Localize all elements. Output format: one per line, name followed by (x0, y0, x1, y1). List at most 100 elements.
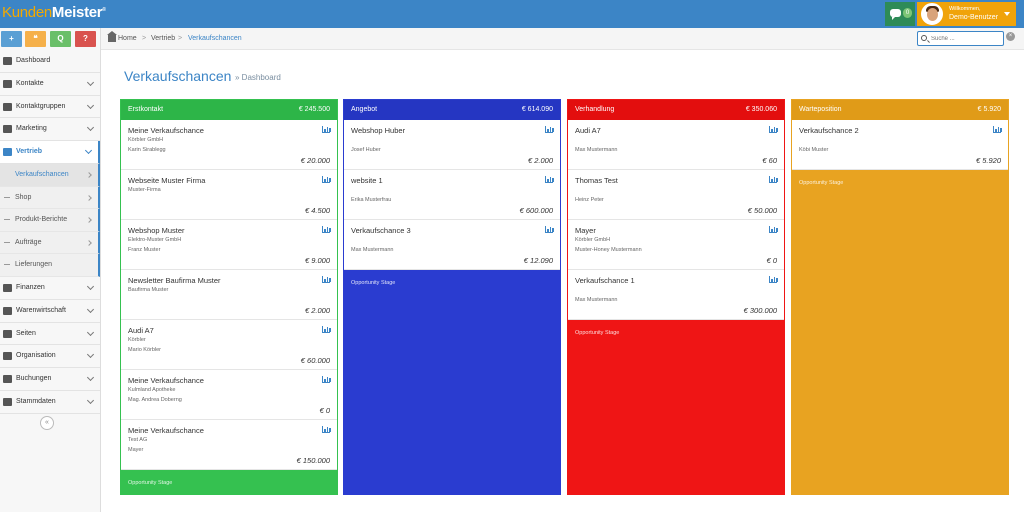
card-company: Baufirma Muster (128, 287, 169, 293)
opportunity-card[interactable]: Thomas Test Heinz Peter € 50.000 (568, 170, 784, 220)
bar-chart-icon[interactable] (993, 126, 1002, 133)
bar-chart-icon[interactable] (769, 176, 778, 183)
bar-chart-icon[interactable] (322, 276, 331, 283)
opportunity-card[interactable]: Audi A7 Max Mustermann € 60 (568, 120, 784, 170)
bar-chart-icon[interactable] (322, 376, 331, 383)
sidebar-item-organisation[interactable]: Organisation (0, 345, 100, 369)
card-company: Elektro-Muster GmbH (128, 237, 182, 243)
card-contact: Mayer (128, 447, 144, 453)
chevron-down-icon (1004, 12, 1010, 16)
bar-chart-icon[interactable] (545, 226, 554, 233)
opportunity-card[interactable]: Verkaufschance 2 Köbi Muster € 5.920 (792, 120, 1008, 170)
clear-search-button[interactable]: × (1006, 32, 1015, 41)
bar-chart-icon[interactable] (322, 226, 331, 233)
bar-chart-icon[interactable] (322, 176, 331, 183)
opportunity-card[interactable]: Verkaufschance 1 Max Mustermann € 300.000 (568, 270, 784, 320)
bar-chart-icon[interactable] (769, 126, 778, 133)
sidebar-item-finanzen[interactable]: Finanzen (0, 277, 100, 300)
app-logo[interactable]: KundenMeister® (2, 4, 106, 21)
sidebar-item-buchungen[interactable]: Buchungen (0, 368, 100, 391)
opportunity-card[interactable]: Meine Verkaufschance Körbler GmbH Karin Si… (121, 120, 337, 170)
search-button[interactable]: Q (50, 31, 71, 47)
card-title: Verkaufschance 2 (799, 126, 859, 135)
bar-chart-icon[interactable] (322, 126, 331, 133)
card-amount: € 12.090 (523, 256, 553, 265)
user-menu[interactable]: Willkommen, Demo-Benutzer (917, 2, 1016, 26)
opportunity-card[interactable]: Webseite Muster Firma Muster-Firma € 4.500 (121, 170, 337, 220)
stage-total: € 350.060 (745, 106, 777, 113)
stage-label: Opportunity Stage (351, 280, 396, 286)
card-amount: € 150.000 (296, 456, 330, 465)
chat-button[interactable]: ❝ (25, 31, 46, 47)
card-company: Test AG (128, 437, 148, 443)
sidebar-item-label: Seiten (16, 329, 36, 337)
card-title: Meine Verkaufschance (128, 426, 204, 435)
sidebar-subitem-shop[interactable]: Shop (0, 186, 100, 210)
chevron-down-icon (86, 124, 95, 132)
sidebar-item-label: Kontakte (16, 79, 44, 87)
opportunity-card[interactable]: Newsletter Baufirma Muster Baufirma Muste… (121, 270, 337, 320)
card-list: Meine Verkaufschance Körbler GmbH Karin Si… (121, 120, 337, 470)
chevron-down-icon (86, 101, 95, 109)
sidebar-item-kontakte[interactable]: Kontakte (0, 73, 100, 96)
stage-column-erstkontakt: Erstkontakt € 245.500 Meine Verkaufschan… (120, 99, 338, 495)
home-icon[interactable] (107, 31, 117, 42)
card-contact: Erika Musterfrau (351, 197, 392, 203)
opportunity-card[interactable]: Meine Verkaufschance Kulmland Apotheke Mag… (121, 370, 337, 420)
help-button[interactable]: ? (75, 31, 96, 47)
gears-icon (3, 397, 12, 406)
breadcrumb-vertrieb[interactable]: Vertrieb (151, 35, 176, 42)
opportunity-card[interactable]: Mayer Körbler GmbH Muster-Honey Mustermann… (568, 220, 784, 270)
sidebar-subitem-lieferungen[interactable]: Lieferungen (0, 254, 100, 277)
card-contact: Mario Körbler (128, 347, 162, 353)
stage-column-warteposition: Warteposition € 5.920 Verkaufschance 2 Kö… (791, 99, 1009, 495)
sidebar-item-label: Warenwirtschaft (16, 306, 66, 314)
opportunity-card[interactable]: Webshop Huber Josef Huber € 2.000 (344, 120, 560, 170)
card-title: Meine Verkaufschance (128, 126, 204, 135)
sidebar-item-dashboard[interactable]: Dashboard (0, 50, 100, 73)
bar-chart-icon[interactable] (545, 126, 554, 133)
sidebar-item-vertrieb[interactable]: Vertrieb (0, 141, 100, 164)
card-contact: Franz Muster (128, 247, 161, 253)
dash-icon (4, 241, 10, 243)
add-button[interactable]: + (1, 31, 22, 47)
card-company: Körbler GmbH (575, 237, 611, 243)
opportunity-card[interactable]: website 1 Erika Musterfrau € 600.000 (344, 170, 560, 220)
dash-icon (4, 264, 10, 266)
bar-chart-icon[interactable] (545, 176, 554, 183)
bar-chart-icon[interactable] (769, 276, 778, 283)
search-input[interactable] (931, 33, 1001, 44)
card-contact: Josef Huber (351, 147, 381, 153)
opportunity-card[interactable]: Verkaufschance 3 Max Mustermann € 12.090 (344, 220, 560, 270)
user-icon (3, 79, 12, 88)
card-title: Meine Verkaufschance (128, 376, 204, 385)
bar-chart-icon[interactable] (322, 326, 331, 333)
sidebar-item-label: Vertrieb (16, 148, 43, 156)
stage-header: Verhandlung € 350.060 (568, 100, 784, 120)
card-contact: Max Mustermann (575, 297, 618, 303)
sidebar-item-seiten[interactable]: Seiten (0, 323, 100, 346)
sidebar-nav: Dashboard Kontakte Kontaktgruppen Market… (0, 50, 100, 414)
sidebar-item-warenwirtschaft[interactable]: Warenwirtschaft (0, 300, 100, 323)
sidebar-item-stammdaten[interactable]: Stammdaten (0, 391, 100, 414)
page-subtitle[interactable]: » Dashboard (235, 73, 281, 82)
opportunity-card[interactable]: Meine Verkaufschance Test AG Mayer € 150.00… (121, 420, 337, 470)
opportunity-card[interactable]: Webshop Muster Elektro-Muster GmbH Franz M… (121, 220, 337, 270)
bookmark-icon (3, 375, 12, 384)
sidebar-subitem-verkaufschancen[interactable]: Verkaufschancen (0, 163, 100, 187)
sidebar-item-label: Dashboard (16, 57, 51, 64)
card-title: Webseite Muster Firma (128, 176, 206, 185)
sidebar-subitem-auftraege[interactable]: Aufträge (0, 231, 100, 255)
bar-chart-icon[interactable] (322, 426, 331, 433)
bar-chart-icon[interactable] (769, 226, 778, 233)
sidebar-subitem-produkt-berichte[interactable]: Produkt-Berichte (0, 209, 100, 232)
breadcrumb-home[interactable]: Home (118, 35, 137, 42)
sidebar-collapse-button[interactable]: « (40, 416, 54, 430)
sidebar-item-kontaktgruppen[interactable]: Kontaktgruppen (0, 96, 100, 119)
messages-button[interactable]: 0 (885, 2, 915, 26)
card-amount: € 60 (762, 156, 777, 165)
search-field[interactable] (917, 31, 1004, 46)
sidebar-item-marketing[interactable]: Marketing (0, 118, 100, 142)
dash-icon (4, 219, 10, 221)
opportunity-card[interactable]: Audi A7 Körbler Mario Körbler € 60.000 (121, 320, 337, 370)
